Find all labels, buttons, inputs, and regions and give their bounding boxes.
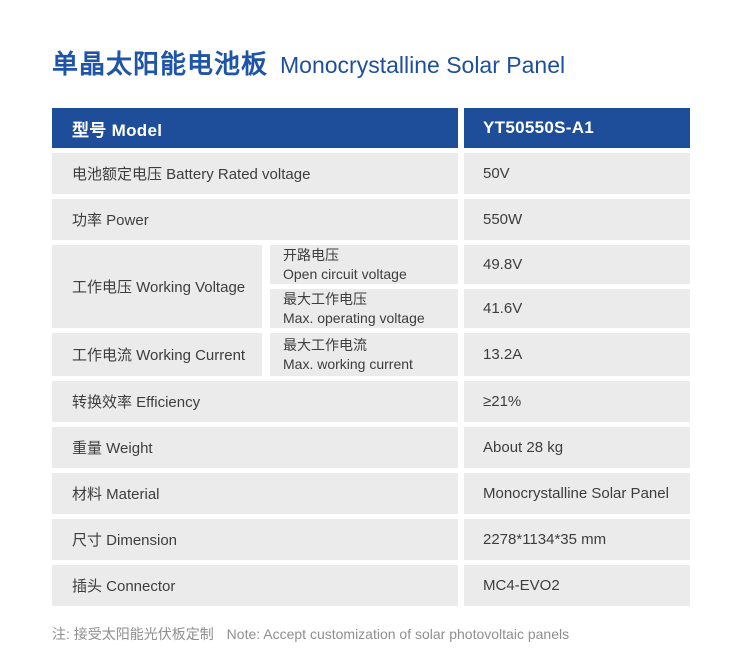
subrow-label-en: Max. working current [283, 355, 413, 372]
row-value: ≥21% [464, 381, 690, 422]
subrow-label: 最大工作电流 Max. working current [270, 333, 458, 376]
row-value: 550W [464, 199, 690, 240]
subrow-label-cn: 开路电压 [283, 246, 339, 263]
row-label: 材料 Material [52, 473, 458, 514]
page-title-english: Monocrystalline Solar Panel [280, 52, 566, 78]
row-value: 13.2A [464, 333, 690, 376]
table-row-connector: 插头 Connector MC4-EVO2 [52, 565, 690, 606]
customization-note-chinese: 注: 接受太阳能光伏板定制 [52, 626, 214, 642]
row-value: About 28 kg [464, 427, 690, 468]
row-value: 50V [464, 153, 690, 194]
row-label: 工作电压 Working Voltage [52, 245, 262, 328]
page-title: 单晶太阳能电池板 Monocrystalline Solar Panel [52, 44, 690, 81]
page-title-chinese: 单晶太阳能电池板 [52, 49, 269, 79]
row-label: 电池额定电压 Battery Rated voltage [52, 153, 458, 194]
subrow-value: 49.8V [464, 245, 690, 284]
subrow-label: 最大工作电压 Max. operating voltage [270, 289, 458, 328]
table-row-working-current: 工作电流 Working Current 最大工作电流 Max. working… [52, 333, 690, 376]
table-row-weight: 重量 Weight About 28 kg [52, 427, 690, 468]
subrow-open-circuit-voltage: 开路电压 Open circuit voltage 49.8V [270, 245, 690, 284]
model-header-label: 型号 Model [52, 108, 458, 148]
customization-note: 注: 接受太阳能光伏板定制 Note: Accept customization… [52, 624, 690, 644]
table-row-material: 材料 Material Monocrystalline Solar Panel [52, 473, 690, 514]
row-label: 功率 Power [52, 199, 458, 240]
row-label: 插头 Connector [52, 565, 458, 606]
table-row-battery-rated-voltage: 电池额定电压 Battery Rated voltage 50V [52, 153, 690, 194]
subrow-label-en: Max. operating voltage [283, 309, 425, 326]
subrow-max-operating-voltage: 最大工作电压 Max. operating voltage 41.6V [270, 289, 690, 328]
row-value: 2278*1134*35 mm [464, 519, 690, 560]
spec-sheet: 单晶太阳能电池板 Monocrystalline Solar Panel 型号 … [52, 44, 690, 644]
subrow-value: 41.6V [464, 289, 690, 328]
row-value: Monocrystalline Solar Panel [464, 473, 690, 514]
working-voltage-subrows: 开路电压 Open circuit voltage 49.8V 最大工作电压 M… [270, 245, 690, 328]
subrow-label-cn: 最大工作电压 [283, 290, 367, 307]
spec-table: 型号 Model YT50550S-A1 电池额定电压 Battery Rate… [52, 108, 690, 606]
table-row-dimension: 尺寸 Dimension 2278*1134*35 mm [52, 519, 690, 560]
subrow-label-cn: 最大工作电流 [283, 336, 367, 353]
table-row-power: 功率 Power 550W [52, 199, 690, 240]
table-row-efficiency: 转换效率 Efficiency ≥21% [52, 381, 690, 422]
table-header-row: 型号 Model YT50550S-A1 [52, 108, 690, 148]
row-value: MC4-EVO2 [464, 565, 690, 606]
model-header-value: YT50550S-A1 [464, 108, 690, 148]
row-label: 转换效率 Efficiency [52, 381, 458, 422]
table-row-working-voltage: 工作电压 Working Voltage 开路电压 Open circuit v… [52, 245, 690, 328]
row-label: 工作电流 Working Current [52, 333, 262, 376]
row-label: 重量 Weight [52, 427, 458, 468]
customization-note-english: Note: Accept customization of solar phot… [226, 626, 570, 642]
subrow-label: 开路电压 Open circuit voltage [270, 245, 458, 284]
row-label: 尺寸 Dimension [52, 519, 458, 560]
subrow-label-en: Open circuit voltage [283, 265, 407, 282]
